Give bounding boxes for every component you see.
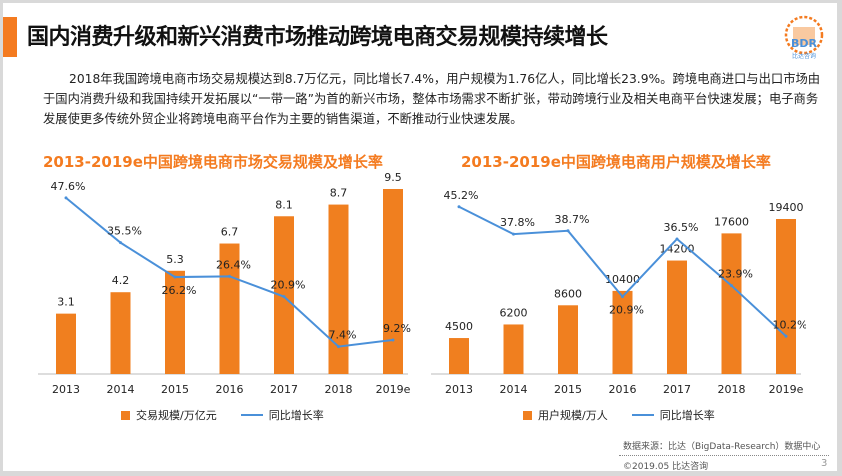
x-tick-label: 2017	[663, 383, 691, 396]
line-point	[391, 338, 395, 342]
chart-title-left: 2013-2019e中国跨境电商市场交易规模及增长率	[43, 153, 383, 171]
x-tick-label: 2018	[325, 383, 353, 396]
legend-line-swatch	[631, 414, 654, 416]
bar-label: 9.5	[384, 171, 402, 184]
x-tick-label: 2016	[216, 383, 244, 396]
title-accent-bar	[3, 17, 17, 57]
bar	[328, 204, 349, 374]
x-tick-label: 2013	[52, 383, 80, 396]
copyright: ©2019.05 比达咨询	[623, 462, 709, 472]
bar-label: 8.1	[275, 198, 293, 211]
legend-bar-swatch	[121, 410, 130, 420]
bar-label: 19400	[769, 201, 804, 214]
legend-bar-label: 交易规模/万亿元	[136, 409, 217, 422]
bar	[667, 260, 687, 374]
line-label: 38.7%	[555, 213, 590, 226]
bar-label: 4500	[445, 320, 473, 333]
page-title: 国内消费升级和新兴消费市场推动跨境电商交易规模持续增长	[27, 25, 608, 50]
x-tick-label: 2015	[161, 383, 189, 396]
bdr-logo: BDR 比达咨询	[784, 15, 824, 60]
bar	[503, 324, 524, 374]
bar-label: 5.3	[166, 253, 184, 266]
bar	[274, 216, 294, 374]
bar-label: 8600	[554, 287, 582, 300]
line-label: 20.9%	[609, 304, 644, 317]
legend-bar-label: 用户规模/万人	[538, 409, 608, 422]
bar	[721, 233, 742, 374]
line-label: 36.5%	[664, 221, 699, 234]
line-label: 10.2%	[773, 318, 806, 331]
footer-divider	[619, 455, 829, 456]
line-label: 23.9%	[718, 268, 753, 281]
line-point	[457, 205, 461, 209]
chart-user-scale: 4500201362002014860020151040020161420020…	[431, 189, 806, 396]
legend-left: 交易规模/万亿元 同比增长率	[121, 407, 324, 423]
bar	[110, 292, 131, 374]
x-tick-label: 2016	[609, 383, 637, 396]
bar	[612, 290, 633, 374]
x-tick-label: 2018	[718, 383, 746, 396]
x-tick-label: 2013	[445, 383, 473, 396]
legend-line-label: 同比增长率	[268, 409, 324, 422]
line-label: 35.5%	[107, 225, 142, 238]
line-point	[173, 275, 177, 279]
line-label: 37.8%	[500, 216, 535, 229]
logo-text: BDR	[791, 37, 818, 50]
line-point	[512, 232, 515, 236]
line-label: 26.2%	[162, 284, 197, 297]
line-point	[337, 345, 340, 349]
bar-label: 6200	[500, 306, 528, 319]
bar-label: 6.7	[221, 226, 239, 239]
data-source: 数据来源：比达（BigData-Research）数据中心	[623, 442, 821, 452]
line-point	[730, 284, 733, 288]
line-label: 7.4%	[329, 329, 357, 342]
bar	[558, 305, 578, 374]
line-label: 9.2%	[383, 322, 411, 335]
page-number: 3	[821, 458, 828, 469]
line-label: 26.4%	[216, 258, 251, 271]
x-tick-label: 2019e	[376, 383, 411, 396]
line-point	[675, 237, 679, 241]
line-point	[119, 241, 122, 245]
line-label: 47.6%	[51, 180, 86, 193]
bar-label: 4.2	[112, 274, 130, 287]
line-point	[282, 295, 286, 299]
line-point	[566, 229, 570, 233]
x-tick-label: 2014	[107, 383, 135, 396]
legend-bar-swatch	[523, 410, 532, 420]
bar-label: 17600	[714, 215, 749, 228]
bar	[776, 219, 796, 374]
line-point	[228, 274, 231, 278]
logo-sub: 比达咨询	[792, 52, 816, 60]
x-tick-label: 2015	[554, 383, 582, 396]
x-tick-label: 2019e	[769, 383, 804, 396]
x-tick-label: 2017	[270, 383, 298, 396]
slide: 国内消费升级和新兴消费市场推动跨境电商交易规模持续增长 BDR 比达咨询 201…	[3, 3, 837, 472]
bar-label: 10400	[605, 273, 640, 286]
line-point	[621, 295, 624, 299]
line-point	[784, 334, 788, 338]
bar	[449, 338, 469, 374]
legend-line-label: 同比增长率	[659, 409, 715, 422]
chart-title-right: 2013-2019e中国跨境电商用户规模及增长率	[461, 153, 771, 171]
x-tick-label: 2014	[500, 383, 528, 396]
line-point	[64, 196, 68, 200]
line-label: 20.9%	[271, 279, 306, 292]
line-label: 45.2%	[444, 189, 479, 202]
intro-paragraph: 2018年我国跨境电商市场交易规模达到8.7万亿元，同比增长7.4%，用户规模为…	[43, 72, 821, 126]
bar	[165, 270, 185, 374]
bar	[56, 313, 76, 374]
legend-right: 用户规模/万人 同比增长率	[523, 407, 715, 423]
bar-label: 3.1	[57, 296, 75, 309]
chart-transaction-scale: 3.1 2013 4.2 2014 5.3 2015 6.7 2016 8.1 2017 8.7 20…	[38, 171, 411, 396]
bar	[383, 189, 403, 374]
bar-label: 8.7	[330, 187, 348, 200]
legend-line-swatch	[240, 414, 263, 416]
